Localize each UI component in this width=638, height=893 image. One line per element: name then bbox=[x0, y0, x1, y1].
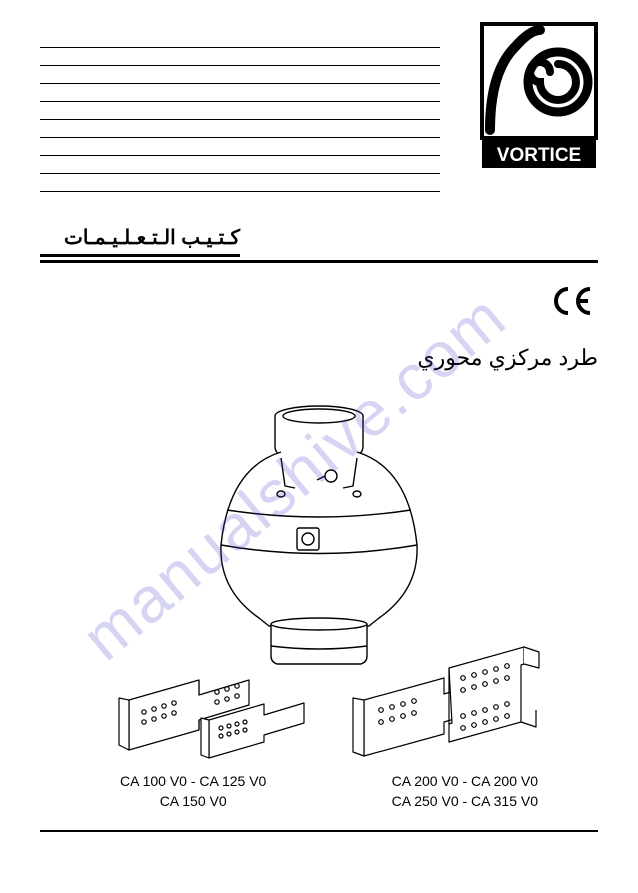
models-left-line1: CA 100 V0 - CA 125 V0 bbox=[120, 772, 266, 792]
document-title: كـتـيـب الـتـعـلـيـمـات bbox=[40, 225, 240, 257]
product-type-label: طرد مركزي محوري bbox=[417, 345, 598, 371]
product-illustration bbox=[0, 390, 638, 765]
header-rule-lines bbox=[40, 30, 440, 192]
brand-logo: VORTICE bbox=[480, 22, 598, 175]
title-divider bbox=[40, 260, 598, 263]
models-right: CA 200 V0 - CA 200 V0 CA 250 V0 - CA 315… bbox=[392, 772, 538, 811]
logo-brand-text: VORTICE bbox=[497, 145, 581, 166]
models-right-line1: CA 200 V0 - CA 200 V0 bbox=[392, 772, 538, 792]
ce-mark bbox=[550, 285, 596, 325]
models-right-line2: CA 250 V0 - CA 315 V0 bbox=[392, 792, 538, 812]
models-left: CA 100 V0 - CA 125 V0 CA 150 V0 bbox=[120, 772, 266, 811]
models-left-line2: CA 150 V0 bbox=[120, 792, 266, 812]
model-numbers: CA 100 V0 - CA 125 V0 CA 150 V0 CA 200 V… bbox=[40, 772, 598, 811]
bottom-divider bbox=[40, 830, 598, 832]
